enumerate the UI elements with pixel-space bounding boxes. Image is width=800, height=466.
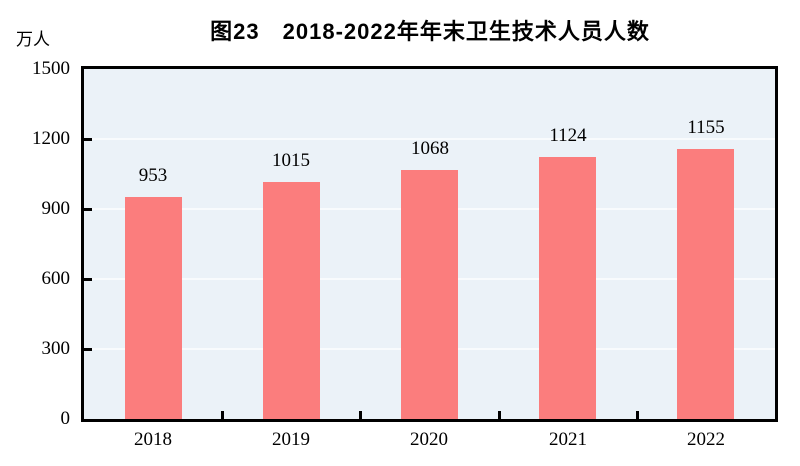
plot-area: 953 1015 1068 1124 1155 xyxy=(81,66,778,422)
y-axis-tick-label-900: 900 xyxy=(41,198,71,219)
value-label-2022: 1155 xyxy=(687,117,725,138)
y-tick-mark-600 xyxy=(84,278,92,281)
y-axis-unit-label: 万人 xyxy=(16,30,50,49)
y-axis-tick-label-1200: 1200 xyxy=(32,128,70,149)
bar-2018 xyxy=(125,197,182,419)
value-label-2018: 953 xyxy=(138,165,168,186)
value-label-2021: 1124 xyxy=(549,125,587,146)
x-axis-label-2019: 2019 xyxy=(272,429,310,450)
y-axis-tick-label-300: 300 xyxy=(41,338,71,359)
x-tick-mark-4 xyxy=(636,411,639,419)
x-tick-mark-3 xyxy=(498,411,501,419)
chart-title: 图23 2018-2022年年末卫生技术人员人数 xyxy=(210,19,650,44)
x-axis-label-2022: 2022 xyxy=(687,429,725,450)
value-label-2019: 1015 xyxy=(272,150,310,171)
x-axis-label-2020: 2020 xyxy=(410,429,448,450)
y-axis-tick-label-1500: 1500 xyxy=(32,58,70,79)
bar-2019 xyxy=(263,182,320,419)
gridline-1200 xyxy=(84,138,775,140)
bar-2022 xyxy=(677,149,734,419)
x-axis-label-2018: 2018 xyxy=(134,429,172,450)
y-tick-mark-300 xyxy=(84,348,92,351)
x-axis-label-2021: 2021 xyxy=(549,429,587,450)
y-tick-mark-1200 xyxy=(84,138,92,141)
x-tick-mark-2 xyxy=(359,411,362,419)
value-label-2020: 1068 xyxy=(411,138,449,159)
x-tick-mark-1 xyxy=(221,411,224,419)
bar-2020 xyxy=(401,170,458,419)
y-axis-tick-label-600: 600 xyxy=(41,268,71,289)
bar-2021 xyxy=(539,157,596,419)
y-tick-mark-900 xyxy=(84,208,92,211)
y-axis-tick-label-0: 0 xyxy=(60,408,71,429)
